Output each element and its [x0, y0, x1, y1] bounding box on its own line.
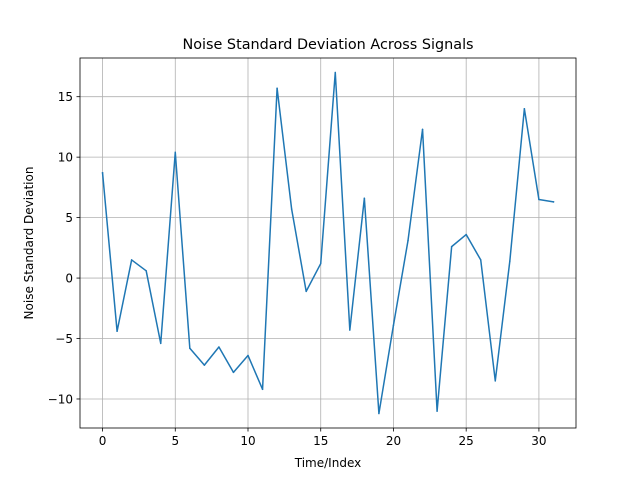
data-point — [509, 260, 511, 262]
x-axis-label: Time/Index — [294, 456, 361, 470]
x-tick-label: 10 — [240, 434, 255, 448]
data-point — [261, 388, 264, 391]
x-tick-label: 5 — [171, 434, 179, 448]
data-point — [174, 151, 177, 154]
data-point — [145, 270, 147, 272]
data-point — [538, 198, 540, 201]
series-line — [101, 71, 555, 415]
y-tick-label: 15 — [58, 90, 73, 104]
data-point — [349, 329, 351, 331]
x-tick-label: 30 — [531, 434, 546, 448]
y-tick-label: −5 — [55, 332, 73, 346]
data-point — [189, 347, 191, 349]
data-point — [319, 262, 322, 265]
data-point — [407, 239, 409, 242]
data-point — [378, 412, 380, 415]
data-point — [116, 330, 118, 333]
x-tick-label: 15 — [313, 434, 328, 448]
series-layer — [101, 71, 555, 415]
data-point — [552, 201, 555, 203]
data-point — [465, 233, 467, 236]
data-point — [101, 172, 104, 174]
data-point — [392, 324, 395, 326]
series-points — [101, 71, 555, 415]
data-point — [421, 128, 424, 131]
data-point — [276, 87, 278, 89]
x-axis-ticks: 0 5 10 15 20 25 30 — [99, 428, 547, 448]
y-grid-lines — [80, 96, 576, 400]
x-tick-label: 0 — [99, 434, 107, 448]
data-point — [334, 71, 337, 74]
x-tick-label: 25 — [459, 434, 474, 448]
data-point — [494, 380, 497, 382]
data-point — [218, 346, 220, 348]
x-tick-label: 20 — [386, 434, 401, 448]
y-tick-label: 0 — [65, 271, 73, 285]
data-point — [290, 208, 293, 210]
data-point — [523, 108, 526, 110]
plot-frame — [79, 57, 577, 429]
data-point — [159, 342, 162, 345]
data-point — [247, 354, 249, 357]
chart-title: Noise Standard Deviation Across Signals — [182, 37, 473, 53]
y-tick-label: 5 — [65, 211, 73, 225]
y-tick-label: −10 — [48, 392, 73, 406]
data-point — [479, 259, 482, 261]
data-point — [305, 290, 307, 293]
data-point — [450, 245, 453, 248]
y-axis-ticks: −10 −5 0 5 10 15 — [48, 90, 80, 406]
y-axis-label: Noise Standard Deviation — [22, 167, 36, 320]
data-point — [363, 197, 366, 200]
data-point — [436, 410, 438, 412]
data-point — [203, 364, 206, 366]
data-point — [130, 259, 133, 261]
y-tick-label: 10 — [58, 150, 73, 164]
x-grid-lines — [102, 58, 540, 428]
data-point — [232, 371, 235, 374]
